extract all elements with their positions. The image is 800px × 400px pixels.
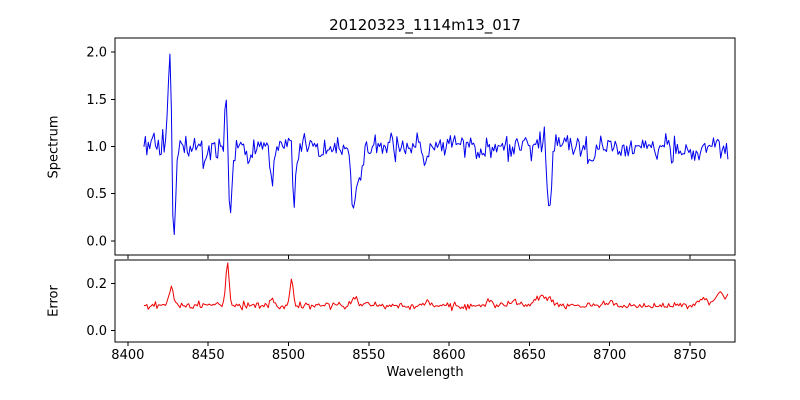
y-tick-label: 0.0 [86,324,107,339]
spectrum-axes: 0.0 0.5 1.0 1.5 2.0 [86,37,736,259]
error-axes: 8400 8450 8500 8550 8600 8650 8700 8750 0.0 0.2 [86,259,736,363]
x-tick-label: 8750 [673,348,706,363]
error-spines [114,259,736,343]
x-tick-label: 8500 [272,348,305,363]
x-tick-label: 8450 [192,348,225,363]
y-tick-label: 0.2 [86,277,107,292]
y-tick-label: 1.5 [86,93,107,108]
y-tick-label: 2.0 [86,46,107,61]
error-line [143,262,729,312]
chart-title: 20120323_1114m13_017 [329,16,521,34]
x-tick-label: 8650 [513,348,546,363]
x-tick-label: 8600 [433,348,466,363]
spectrum-line [143,53,729,236]
x-tick-label: 8700 [593,348,626,363]
x-axis-label: Wavelength [386,365,464,380]
x-tick-label: 8550 [352,348,385,363]
y-tick-label: 1.0 [86,140,107,155]
spectrum-spines [114,37,736,256]
x-tick-label: 8400 [111,348,144,363]
y-tick-label: 0.5 [86,187,107,202]
y-tick-label: 0.0 [86,234,107,249]
